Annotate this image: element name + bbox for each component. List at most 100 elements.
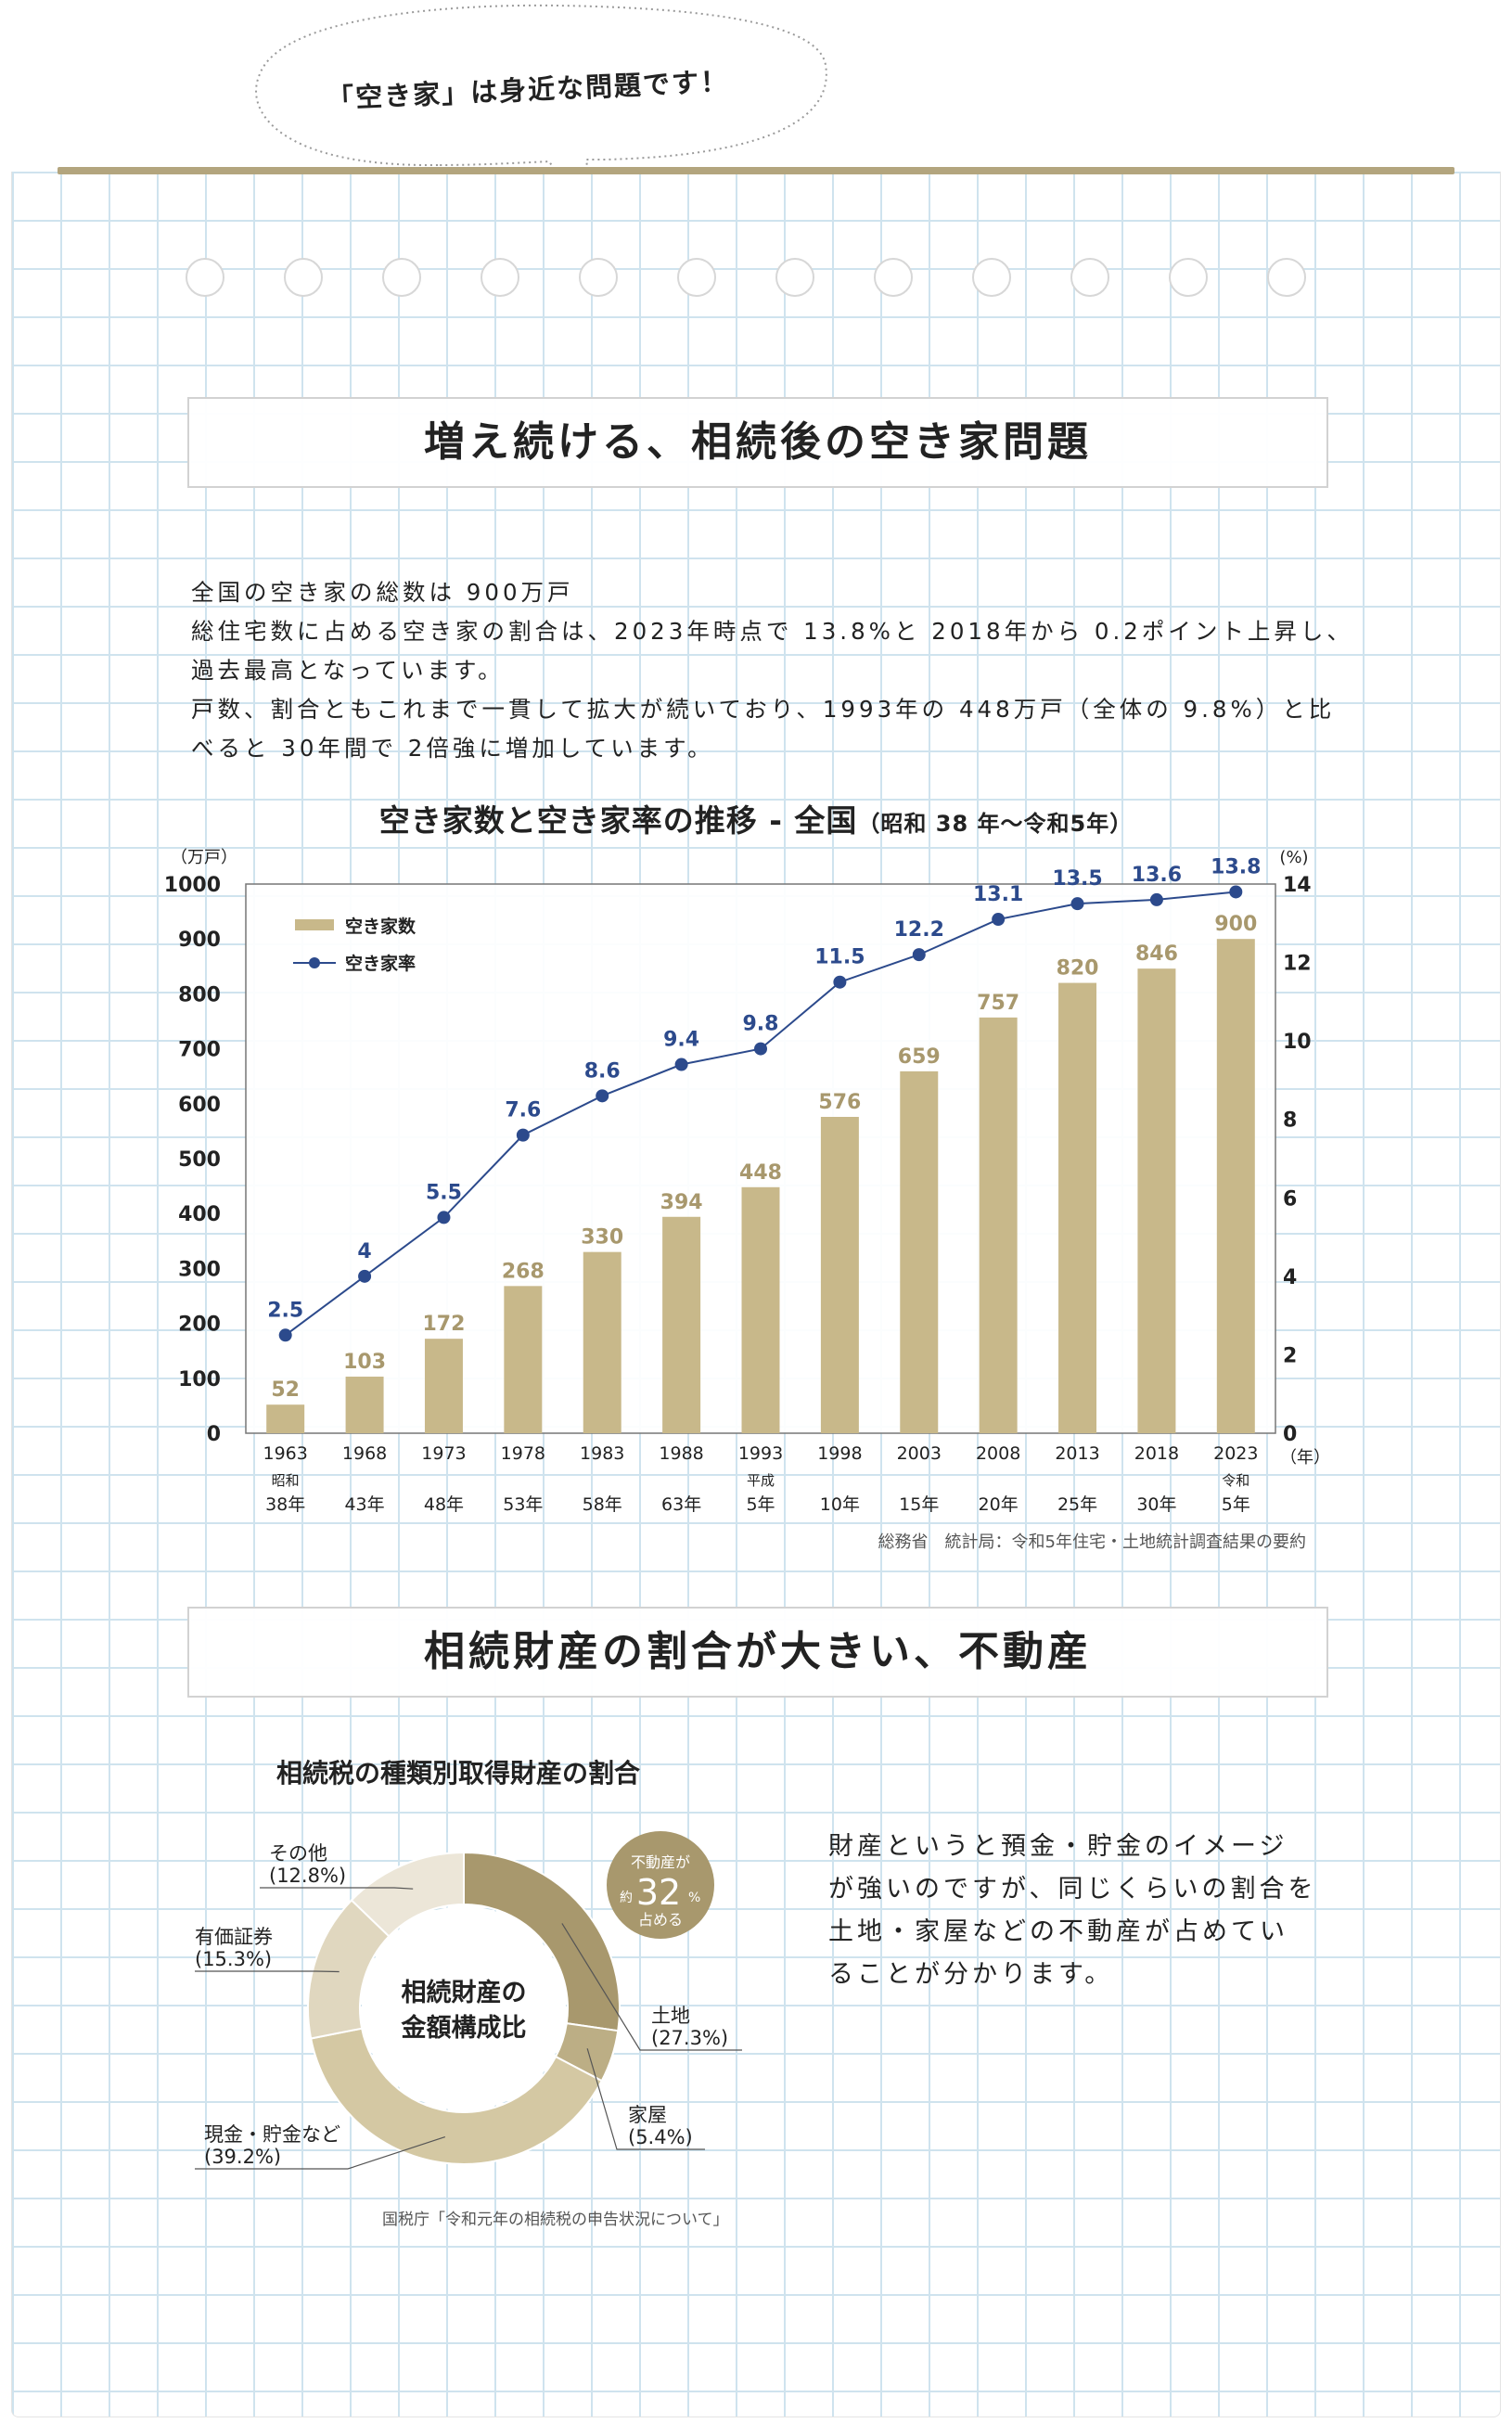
rate-value-label: 9.8 — [743, 1013, 779, 1036]
bar-value-label: 103 — [343, 1351, 386, 1374]
legend-bar-label: 空き家数 — [345, 916, 416, 937]
y-left-tick-label: 100 — [178, 1368, 221, 1391]
rate-value-label: 13.5 — [1052, 867, 1102, 891]
paragraph-line: 全国の空き家の総数は 900万戸 — [191, 579, 574, 606]
binder-hole — [677, 258, 716, 297]
x-era-year-label: 30年 — [1136, 1494, 1176, 1515]
bar-value-label: 52 — [271, 1378, 300, 1402]
chart-title-main: 空き家数と空き家率の推移 - 全国 — [378, 802, 858, 839]
rate-point — [833, 975, 847, 989]
x-tick-label: 2003 — [897, 1443, 942, 1464]
pie-slice — [463, 1851, 621, 2032]
rate-value-label: 13.6 — [1132, 864, 1182, 887]
y-right-tick-label: 10 — [1283, 1031, 1312, 1054]
chart-title: 空き家数と空き家率の推移 - 全国（昭和 38 年〜令和5年） — [0, 796, 1512, 840]
callout-circle — [607, 1831, 714, 1939]
rate-value-label: 12.2 — [894, 918, 944, 942]
binder-hole — [775, 258, 814, 297]
y-left-tick-label: 500 — [178, 1148, 221, 1172]
x-tick-label: 1978 — [501, 1443, 545, 1464]
bar — [424, 1339, 463, 1433]
x-era-year-label: 5年 — [1222, 1494, 1250, 1515]
x-tick-label: 1983 — [580, 1443, 624, 1464]
x-tick-label: 1993 — [738, 1443, 783, 1464]
rate-value-label: 9.4 — [663, 1029, 699, 1052]
rate-point — [1149, 892, 1163, 906]
pie-leader-line — [195, 1970, 340, 1973]
rate-point — [992, 913, 1006, 927]
y-left-tick-label: 900 — [178, 929, 221, 952]
y-right-tick-label: 8 — [1283, 1109, 1297, 1133]
speech-bubble: 「空き家」は身近な問題です！ — [243, 0, 837, 213]
bar — [504, 1286, 543, 1433]
x-tick-label: 1968 — [342, 1443, 387, 1464]
x-axis-unit: （年） — [1280, 1448, 1330, 1468]
section-title-vacant-houses: 増え続ける、相続後の空き家問題 — [187, 397, 1328, 488]
binder-hole — [972, 258, 1011, 297]
pie-leader-line — [561, 1923, 742, 2051]
x-era-year-label: 10年 — [820, 1494, 860, 1515]
donut-center-label: 金額構成比 — [401, 2013, 527, 2043]
x-tick-label: 2008 — [976, 1443, 1020, 1464]
x-tick-label: 1988 — [659, 1443, 703, 1464]
pie-leader-line — [586, 2048, 705, 2150]
bar — [741, 1186, 780, 1433]
x-era-year-label: 25年 — [1057, 1494, 1097, 1515]
bar — [266, 1404, 305, 1433]
x-era-label: 平成 — [747, 1472, 775, 1489]
rate-value-label: 5.5 — [426, 1181, 462, 1204]
plot-frame — [245, 883, 1276, 1434]
pie-slice-label: 土地 — [651, 2005, 690, 2027]
callout-line3: 占める — [638, 1911, 683, 1929]
binder-hole — [1169, 258, 1208, 297]
x-era-year-label: 43年 — [344, 1494, 384, 1515]
rate-value-label: 8.6 — [584, 1059, 621, 1083]
pie-slice-percent: (27.3%) — [651, 2027, 728, 2049]
rate-point — [516, 1128, 530, 1142]
binder-hole — [579, 258, 618, 297]
x-era-year-label: 20年 — [979, 1494, 1019, 1515]
paragraph-line: べると 30年間で 2倍強に増加しています。 — [191, 735, 714, 762]
x-tick-label: 2013 — [1055, 1443, 1099, 1464]
y-right-tick-label: 12 — [1283, 953, 1312, 976]
x-tick-label: 1963 — [263, 1443, 308, 1464]
bar-value-label: 172 — [422, 1313, 465, 1336]
legend-line-label: 空き家率 — [345, 953, 416, 974]
bar-value-label: 757 — [977, 992, 1019, 1015]
y-axis-right-unit: (%) — [1279, 848, 1308, 867]
bar-value-label: 900 — [1214, 913, 1257, 936]
pie-slice-percent: (12.8%) — [269, 1865, 346, 1887]
pie-slice-label: 家屋 — [628, 2104, 667, 2126]
binder-hole — [1070, 258, 1109, 297]
bar — [345, 1377, 384, 1433]
pie-slice-percent: (5.4%) — [628, 2126, 693, 2148]
rate-value-label: 13.1 — [973, 883, 1023, 906]
x-era-year-label: 48年 — [424, 1494, 464, 1515]
bar — [900, 1070, 939, 1433]
bar — [1137, 968, 1176, 1433]
x-era-year-label: 58年 — [583, 1494, 622, 1515]
y-left-tick-label: 1000 — [164, 874, 221, 897]
y-left-tick-label: 0 — [207, 1423, 221, 1446]
pie-slice — [310, 2027, 604, 2165]
paragraph-line: が強いのですが、同じくらいの割合を — [828, 1875, 1317, 1904]
callout-prefix: 約 — [620, 1891, 633, 1905]
binder-holes — [186, 258, 1326, 304]
bar — [820, 1117, 859, 1433]
binder-hole — [382, 258, 421, 297]
notebook-top-binding — [58, 167, 1454, 174]
speech-bubble-outline — [255, 4, 827, 201]
y-right-tick-label: 2 — [1283, 1344, 1297, 1367]
paragraph-line: 戸数、割合ともこれまで一貫して拡大が続いており、1993年の 448万戸（全体の… — [191, 696, 1336, 723]
x-tick-label: 1973 — [421, 1443, 466, 1464]
x-tick-label: 2018 — [1134, 1443, 1179, 1464]
bar-value-label: 576 — [818, 1091, 861, 1114]
y-left-tick-label: 800 — [178, 983, 221, 1006]
y-left-tick-label: 600 — [178, 1094, 221, 1117]
bar — [1216, 939, 1255, 1433]
rate-value-label: 13.8 — [1211, 855, 1261, 878]
chart-title-sub: （昭和 38 年〜令和5年） — [857, 811, 1134, 837]
x-era-year-label: 38年 — [265, 1494, 305, 1515]
rate-point — [437, 1211, 451, 1224]
x-era-year-label: 63年 — [661, 1494, 701, 1515]
